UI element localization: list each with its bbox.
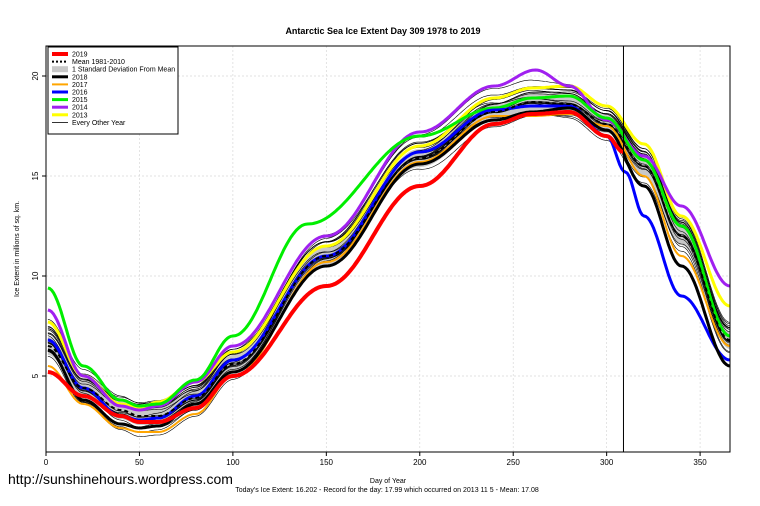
legend-label: 1 Standard Deviation From Mean [72,67,175,74]
watermark-url: http://sunshinehours.wordpress.com [8,471,233,487]
x-tick-label: 50 [135,458,144,467]
legend-label: 2018 [72,74,88,81]
x-tick-label: 150 [320,458,334,467]
series-line-2015 [47,94,731,408]
y-axis-label: Ice Extent in millions of sq. km. [14,201,21,297]
every-other-year-line [47,98,731,418]
y-tick-label: 15 [31,171,40,180]
x-tick-label: 0 [44,458,49,467]
series-lines [47,68,731,433]
legend-swatch [52,66,68,73]
legend-label: 2017 [72,82,88,89]
every-other-year-line [47,86,731,408]
x-tick-label: 200 [413,458,427,467]
series-line-mean-1981-2010 [47,101,731,417]
every-other-year-line [47,90,731,411]
legend-label: 2016 [72,90,88,97]
legend-label: Mean 1981-2010 [72,59,125,66]
x-tick-label: 100 [226,458,240,467]
legend-label: 2013 [72,112,88,119]
x-axis-ticks: 0 50 100 150 200 250 300 350 [44,452,707,467]
legend-label: 2019 [72,52,88,59]
x-axis-label: Day of Year [370,478,407,485]
legend-box [47,46,179,135]
y-tick-label: 10 [31,271,40,280]
legend-label: Every Other Year [72,120,126,127]
series-line-2018 [47,106,731,430]
y-tick-label: 5 [31,373,40,378]
x-tick-label: 300 [600,458,614,467]
footer-summary: Today's Ice Extent: 16.202 - Record for … [235,487,539,494]
x-tick-label: 350 [693,458,707,467]
legend-label: 2014 [72,105,88,112]
series-line-2019 [47,110,625,424]
series-line-2013 [47,84,731,410]
series-line-2016 [47,104,731,422]
y-axis-ticks: 5 10 15 20 [31,71,46,378]
chart-title: Antarctic Sea Ice Extent Day 309 1978 to… [285,26,480,36]
x-tick-label: 250 [507,458,521,467]
legend-label: 2015 [72,97,88,104]
y-tick-label: 20 [31,71,40,80]
plot-frame [45,45,731,453]
